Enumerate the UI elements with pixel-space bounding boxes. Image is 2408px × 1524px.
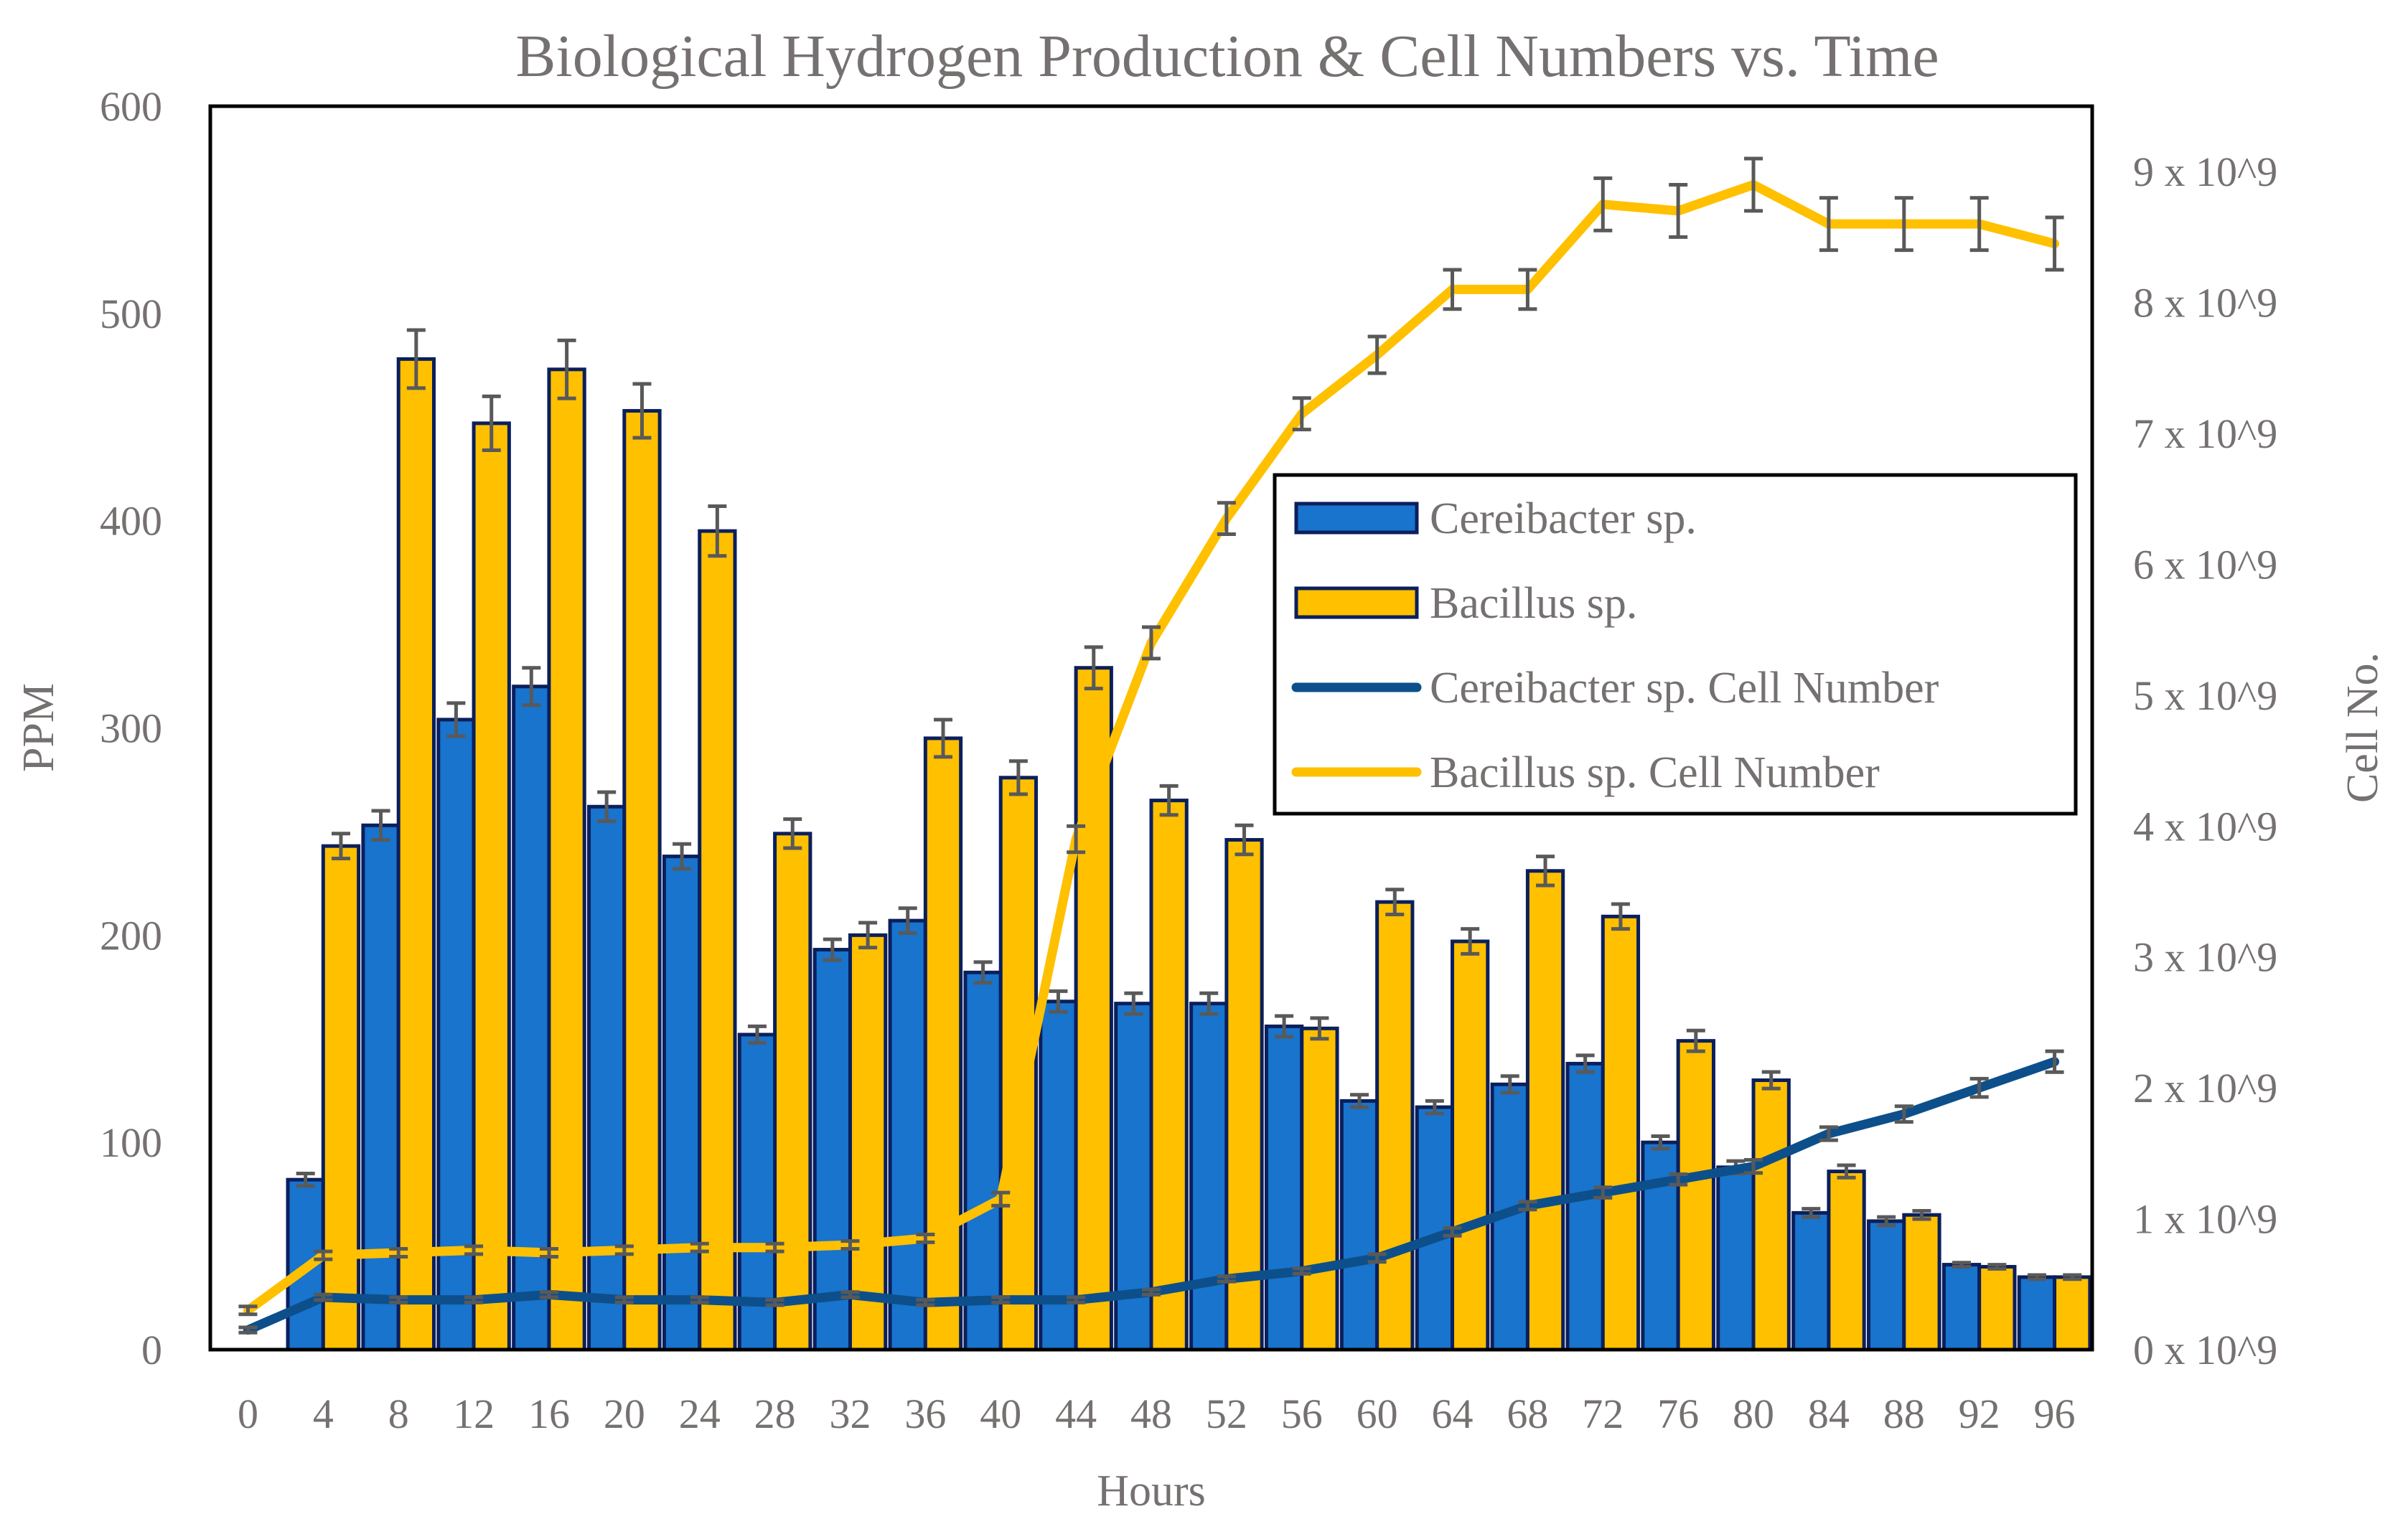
bar-cereibacter-72 — [1565, 1061, 1605, 1352]
bar-bacillus-24 — [698, 529, 737, 1352]
y2-tick-label-8: 8 x 10^9 — [2133, 280, 2277, 326]
bar-cereibacter-56 — [1264, 1024, 1304, 1352]
bar-cereibacter-60 — [1339, 1099, 1379, 1352]
legend-swatch-bacillus — [1294, 586, 1419, 619]
x-tick-label-40: 40 — [980, 1391, 1021, 1437]
legend-label-1: Bacillus sp. — [1430, 579, 1637, 628]
y-axis-label: PPM — [14, 683, 63, 772]
x-tick-label-52: 52 — [1206, 1391, 1247, 1437]
x-tick-label-36: 36 — [904, 1391, 946, 1437]
bar-bacillus-64 — [1451, 939, 1490, 1352]
x-tick-label-0: 0 — [238, 1391, 258, 1437]
y-axis-ticks: 0 100 200 300 400 500 600 — [100, 83, 162, 1373]
x-tick-label-28: 28 — [754, 1391, 796, 1437]
y2-tick-label-0: 0 x 10^9 — [2133, 1327, 2277, 1373]
y-tick-label-0: 0 — [141, 1327, 162, 1373]
y2-tick-label-5: 5 x 10^9 — [2133, 672, 2277, 719]
legend: Cereibacter sp. Bacillus sp. Cereibacter s… — [1273, 473, 2078, 816]
x-tick-label-84: 84 — [1808, 1391, 1850, 1437]
bar-bacillus-88 — [1902, 1213, 1941, 1352]
x-tick-label-64: 64 — [1432, 1391, 1474, 1437]
x-tick-label-80: 80 — [1733, 1391, 1774, 1437]
x-tick-label-56: 56 — [1281, 1391, 1323, 1437]
y-tick-label-400: 400 — [100, 498, 162, 545]
x-tick-label-12: 12 — [453, 1391, 495, 1437]
bar-bacillus-68 — [1525, 869, 1565, 1352]
y2-tick-label-9: 9 x 10^9 — [2133, 149, 2277, 195]
x-tick-label-96: 96 — [2034, 1391, 2076, 1437]
x-tick-label-16: 16 — [528, 1391, 570, 1437]
y2-tick-label-4: 4 x 10^9 — [2133, 803, 2277, 850]
x-tick-label-8: 8 — [388, 1391, 409, 1437]
bar-bacillus-8 — [396, 357, 436, 1352]
bar-bacillus-32 — [848, 933, 888, 1352]
y-tick-label-300: 300 — [100, 705, 162, 752]
bar-bacillus-80 — [1751, 1078, 1791, 1352]
x-tick-label-24: 24 — [679, 1391, 721, 1437]
bar-cereibacter-24 — [662, 855, 702, 1352]
bar-bacillus-4 — [321, 844, 361, 1352]
bar-cereibacter-32 — [812, 948, 852, 1352]
legend-label-0: Cereibacter sp. — [1430, 494, 1697, 543]
x-axis-ticks: 0 4 8 12 16 20 24 28 32 36 40 44 48 52 56 60 64 68 72 76 80 8… — [238, 1391, 2076, 1437]
bar-bacillus-56 — [1300, 1026, 1339, 1352]
bar-bacillus-48 — [1149, 799, 1189, 1352]
bar-cereibacter-8 — [361, 823, 400, 1352]
bar-cereibacter-84 — [1791, 1210, 1831, 1352]
y2-tick-label-6: 6 x 10^9 — [2133, 541, 2277, 588]
legend-swatch-cereibacter — [1294, 502, 1419, 535]
bar-bacillus-60 — [1375, 900, 1415, 1352]
bar-bacillus-20 — [622, 409, 662, 1352]
bar-cereibacter-88 — [1867, 1219, 1906, 1352]
bar-cereibacter-20 — [587, 804, 627, 1352]
bar-bacillus-92 — [1977, 1264, 2017, 1352]
bar-bacillus-12 — [472, 421, 511, 1352]
y2-tick-label-3: 3 x 10^9 — [2133, 934, 2277, 981]
legend-label-2: Cereibacter sp. Cell Number — [1430, 664, 1939, 712]
bar-cereibacter-80 — [1716, 1165, 1756, 1352]
y2-tick-label-1: 1 x 10^9 — [2133, 1196, 2277, 1243]
bar-bacillus-16 — [547, 367, 586, 1352]
bar-bacillus-36 — [923, 736, 963, 1352]
plot-frame — [208, 104, 2094, 1352]
bar-cereibacter-92 — [1941, 1263, 1982, 1352]
x-tick-label-68: 68 — [1507, 1391, 1548, 1437]
bar-bacillus-76 — [1676, 1039, 1715, 1352]
x-tick-label-76: 76 — [1657, 1391, 1699, 1437]
y-tick-label-600: 600 — [100, 83, 162, 130]
x-tick-label-92: 92 — [1959, 1391, 2000, 1437]
y-tick-label-200: 200 — [100, 912, 162, 959]
legend-label-3: Bacillus sp. Cell Number — [1430, 748, 1880, 797]
chart-title: Biological Hydrogen Production & Cell Nu… — [515, 23, 1939, 90]
y2-axis-ticks: 0 x 10^9 1 x 10^9 2 x 10^9 3 x 10^9 4 x 10^9… — [2133, 149, 2277, 1373]
bar-cereibacter-52 — [1189, 1002, 1229, 1352]
bar-bacillus-28 — [773, 832, 812, 1352]
x-tick-label-32: 32 — [829, 1391, 871, 1437]
y-tick-label-500: 500 — [100, 291, 162, 337]
x-tick-label-48: 48 — [1130, 1391, 1172, 1437]
y2-axis-label: Cell No. — [2338, 652, 2387, 803]
lines-layer — [238, 156, 2064, 1335]
x-tick-label-44: 44 — [1055, 1391, 1097, 1437]
bar-bacillus-72 — [1601, 914, 1641, 1352]
bar-bacillus-96 — [2053, 1275, 2092, 1352]
bar-cereibacter-36 — [888, 918, 927, 1352]
y-tick-label-100: 100 — [100, 1119, 162, 1166]
bar-cereibacter-96 — [2017, 1275, 2057, 1352]
x-tick-label-20: 20 — [604, 1391, 645, 1437]
bar-cereibacter-40 — [963, 970, 1003, 1352]
x-tick-label-60: 60 — [1357, 1391, 1398, 1437]
x-tick-label-4: 4 — [313, 1391, 334, 1437]
y2-tick-label-7: 7 x 10^9 — [2133, 410, 2277, 457]
x-tick-label-72: 72 — [1582, 1391, 1624, 1437]
y2-tick-label-2: 2 x 10^9 — [2133, 1065, 2277, 1111]
bar-bacillus-84 — [1827, 1170, 1866, 1352]
x-axis-label: Hours — [1097, 1467, 1206, 1515]
x-tick-label-88: 88 — [1883, 1391, 1925, 1437]
bars-layer — [286, 328, 2092, 1352]
